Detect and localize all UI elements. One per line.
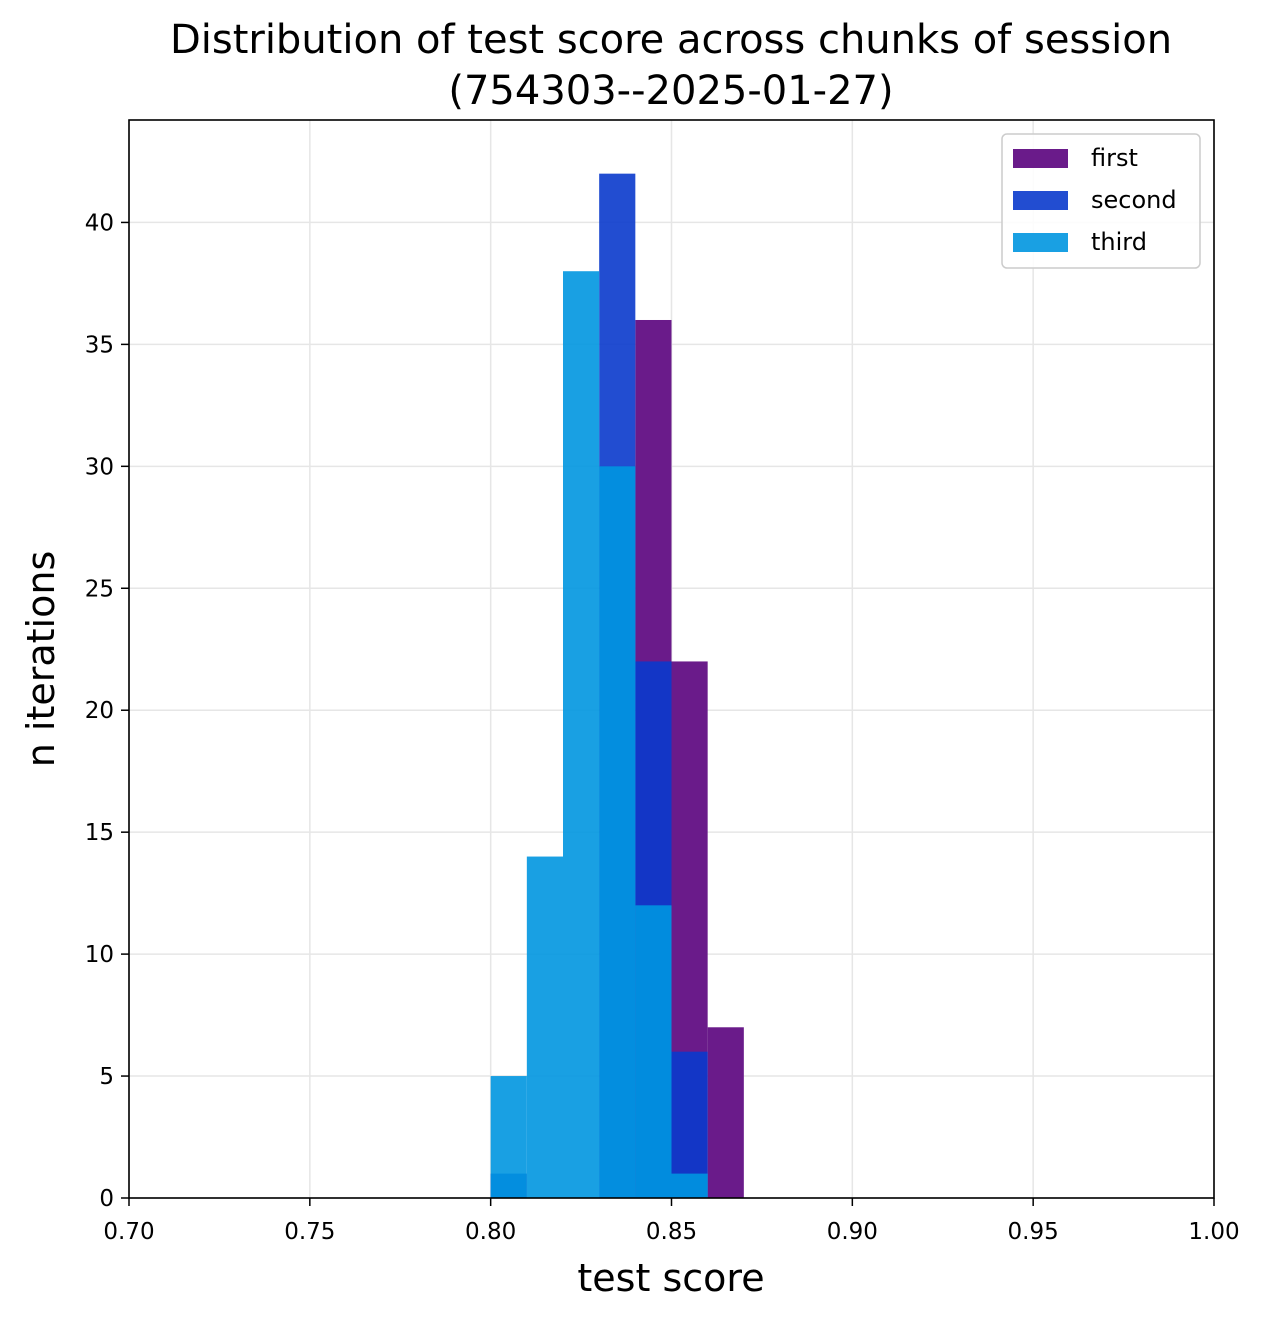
y-axis-label: n iterations (19, 551, 63, 768)
y-tick-label: 20 (85, 698, 114, 724)
y-tick-label: 35 (85, 332, 114, 358)
legend-label-second: second (1091, 186, 1177, 214)
x-tick-label: 0.70 (103, 1219, 154, 1245)
legend: first second third (1001, 133, 1201, 269)
x-tick-label: 0.75 (284, 1219, 335, 1245)
chart-subtitle: (754303--2025-01-27) (448, 68, 893, 114)
bar-third (563, 271, 600, 1199)
y-tick-label: 25 (85, 576, 114, 602)
bar-first (707, 1027, 744, 1198)
y-tick-label: 30 (85, 454, 114, 480)
bar-third (635, 905, 672, 1198)
legend-swatch-second (1013, 191, 1068, 210)
x-tick-label: 0.95 (1008, 1219, 1059, 1245)
legend-swatch-first (1013, 149, 1068, 168)
y-tick-label: 15 (85, 820, 114, 846)
y-tick-label: 5 (99, 1064, 114, 1090)
y-tick-label: 40 (85, 210, 114, 236)
histogram-bars (490, 173, 744, 1199)
x-tick-label: 0.80 (465, 1219, 516, 1245)
x-tick-label: 1.00 (1188, 1219, 1239, 1245)
legend-swatch-third (1013, 233, 1068, 252)
bar-third (490, 1076, 527, 1198)
y-tick-label: 10 (85, 942, 114, 968)
x-tick-label: 0.85 (646, 1219, 697, 1245)
bar-third (526, 856, 563, 1198)
legend-label-first: first (1091, 144, 1138, 172)
chart-title: Distribution of test score across chunks… (170, 17, 1172, 63)
legend-label-third: third (1091, 228, 1147, 256)
y-tick-label: 0 (99, 1186, 114, 1212)
x-tick-label: 0.90 (827, 1219, 878, 1245)
bar-third (599, 466, 636, 1198)
x-axis-label: test score (577, 1256, 764, 1300)
bar-third (671, 1173, 708, 1198)
axis-ticks: 0.70 0.75 0.80 0.85 0.90 0.95 1.00 0 5 10 15 20 25 30… (85, 210, 1240, 1245)
